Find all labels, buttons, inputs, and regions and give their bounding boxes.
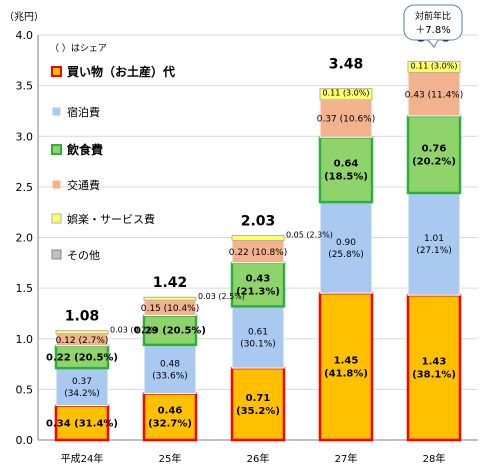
x-tick-label: 25年 [159, 452, 182, 465]
legend-swatch [51, 249, 62, 260]
data-label: 0.15 (10.4%) [141, 304, 200, 314]
legend-swatch [51, 106, 62, 117]
data-label: 0.12 (2.7%) [56, 336, 109, 346]
data-label: 0.03 (2.5%) [198, 292, 245, 301]
legend-swatch [51, 66, 62, 77]
data-label: 0.76 [422, 143, 447, 154]
legend-swatch [51, 179, 62, 190]
data-label: 0.37 (10.6%) [317, 115, 376, 125]
data-label: (34.2%) [64, 389, 100, 399]
callout-line2: ＋7.8% [415, 25, 450, 36]
legend-swatch [51, 144, 62, 155]
data-label: 0.46 [158, 406, 183, 417]
legend-label: 交通費 [67, 178, 100, 192]
data-label: 0.37 [72, 377, 92, 387]
callout-pointer [427, 39, 439, 48]
bar-segment [54, 404, 110, 442]
legend-note: （ ）はシェア [50, 43, 107, 54]
data-label: (21.3%) [236, 287, 280, 298]
bar-segment [318, 291, 374, 442]
bars [54, 60, 462, 442]
data-label: 0.43 (11.4%) [405, 90, 464, 100]
bar-segment [231, 234, 285, 242]
y-tick-label: 3.0 [16, 130, 34, 143]
data-label: 1.01 [424, 234, 444, 244]
data-label: (30.1%) [240, 339, 276, 349]
data-label: (41.8%) [324, 369, 368, 380]
x-tick-label: 26年 [247, 452, 270, 465]
bar-total-label: 1.42 [153, 275, 188, 291]
data-label: 0.90 [336, 238, 356, 248]
bar-segment [407, 192, 461, 296]
data-labels: 0.34 (31.4%) 0.37 (34.2%) 0.22 (20.5%) 0.12 … [46, 29, 463, 429]
legend-swatch [51, 213, 62, 224]
bar-segment [407, 60, 461, 73]
bar-segment [406, 293, 462, 442]
y-unit-label: （兆円） [4, 11, 44, 23]
y-tick-label: 4.0 [16, 29, 34, 42]
bar-segment [55, 330, 109, 335]
x-tick-label: 28年 [423, 452, 446, 465]
bar-total-label: 3.48 [329, 57, 364, 73]
data-label: 0.11 (3.0%) [411, 61, 458, 70]
legend-label: 宿泊費 [67, 105, 100, 119]
data-label: (20.2%) [412, 156, 456, 167]
data-label: (38.1%) [412, 370, 456, 381]
data-label: 0.48 [160, 359, 180, 369]
y-tick-label: 3.5 [16, 80, 34, 93]
bar-segment [319, 88, 373, 101]
data-label: (27.1%) [416, 246, 452, 256]
data-label: 1.45 [334, 356, 359, 367]
data-label: (25.8%) [328, 250, 364, 260]
bar-segment [319, 201, 373, 294]
data-label: (35.2%) [236, 406, 280, 417]
x-tick-label: 平成24年 [61, 452, 104, 465]
y-tick-label: 2.0 [16, 232, 34, 245]
data-label: 1.43 [422, 357, 447, 368]
y-tick-label: 2.5 [16, 181, 34, 194]
callout-line1: 対前年比 [415, 10, 451, 22]
data-label: (33.6%) [152, 371, 188, 381]
legend-label: 買い物（お土産）代 [67, 64, 175, 79]
legend-label: 飲食費 [66, 142, 103, 157]
data-label: 0.11 (3.0%) [323, 89, 370, 98]
bar-segment [318, 136, 374, 204]
bar-total-label: 1.08 [65, 309, 100, 325]
data-label: 0.43 [246, 274, 271, 285]
y-tick-label: 1.5 [16, 282, 34, 295]
data-label: 0.05 (2.3%) [286, 230, 333, 239]
bar-segment [55, 367, 109, 407]
y-tick-label: 1.0 [16, 333, 34, 346]
bar-segment [230, 261, 286, 308]
y-tick-label: 0.5 [16, 383, 34, 396]
bar-segment [231, 305, 285, 369]
data-label: 0.22 (10.8%) [229, 248, 288, 258]
annotations: 対前年比 ＋7.8% [403, 4, 463, 48]
axes: 0.0 0.5 1.0 1.5 2.0 2.5 3.0 3.5 4.0 （兆円） 平成24年 25年 2… [4, 11, 478, 465]
data-label: 0.29 (20.5%) [134, 326, 206, 337]
data-label: 0.61 [248, 327, 268, 337]
data-label: 0.34 (31.4%) [46, 418, 118, 429]
bar-segment [230, 366, 286, 442]
y-tick-label: 0.0 [16, 434, 34, 447]
data-label: 0.71 [246, 393, 271, 404]
data-label: 0.03 (0.2%) [110, 326, 157, 335]
bar-segment [143, 344, 197, 394]
x-tick-label: 27年 [335, 452, 358, 465]
data-label: 0.22 (20.5%) [46, 352, 118, 363]
legend-label: その他 [67, 249, 100, 262]
legend-label: 娯楽・サービス費 [67, 212, 155, 226]
data-label: (18.5%) [324, 172, 368, 183]
bar-segment [143, 296, 197, 301]
data-label: 0.64 [334, 159, 359, 170]
bar-total-label: 2.03 [241, 213, 276, 229]
data-label: (32.7%) [148, 419, 192, 430]
